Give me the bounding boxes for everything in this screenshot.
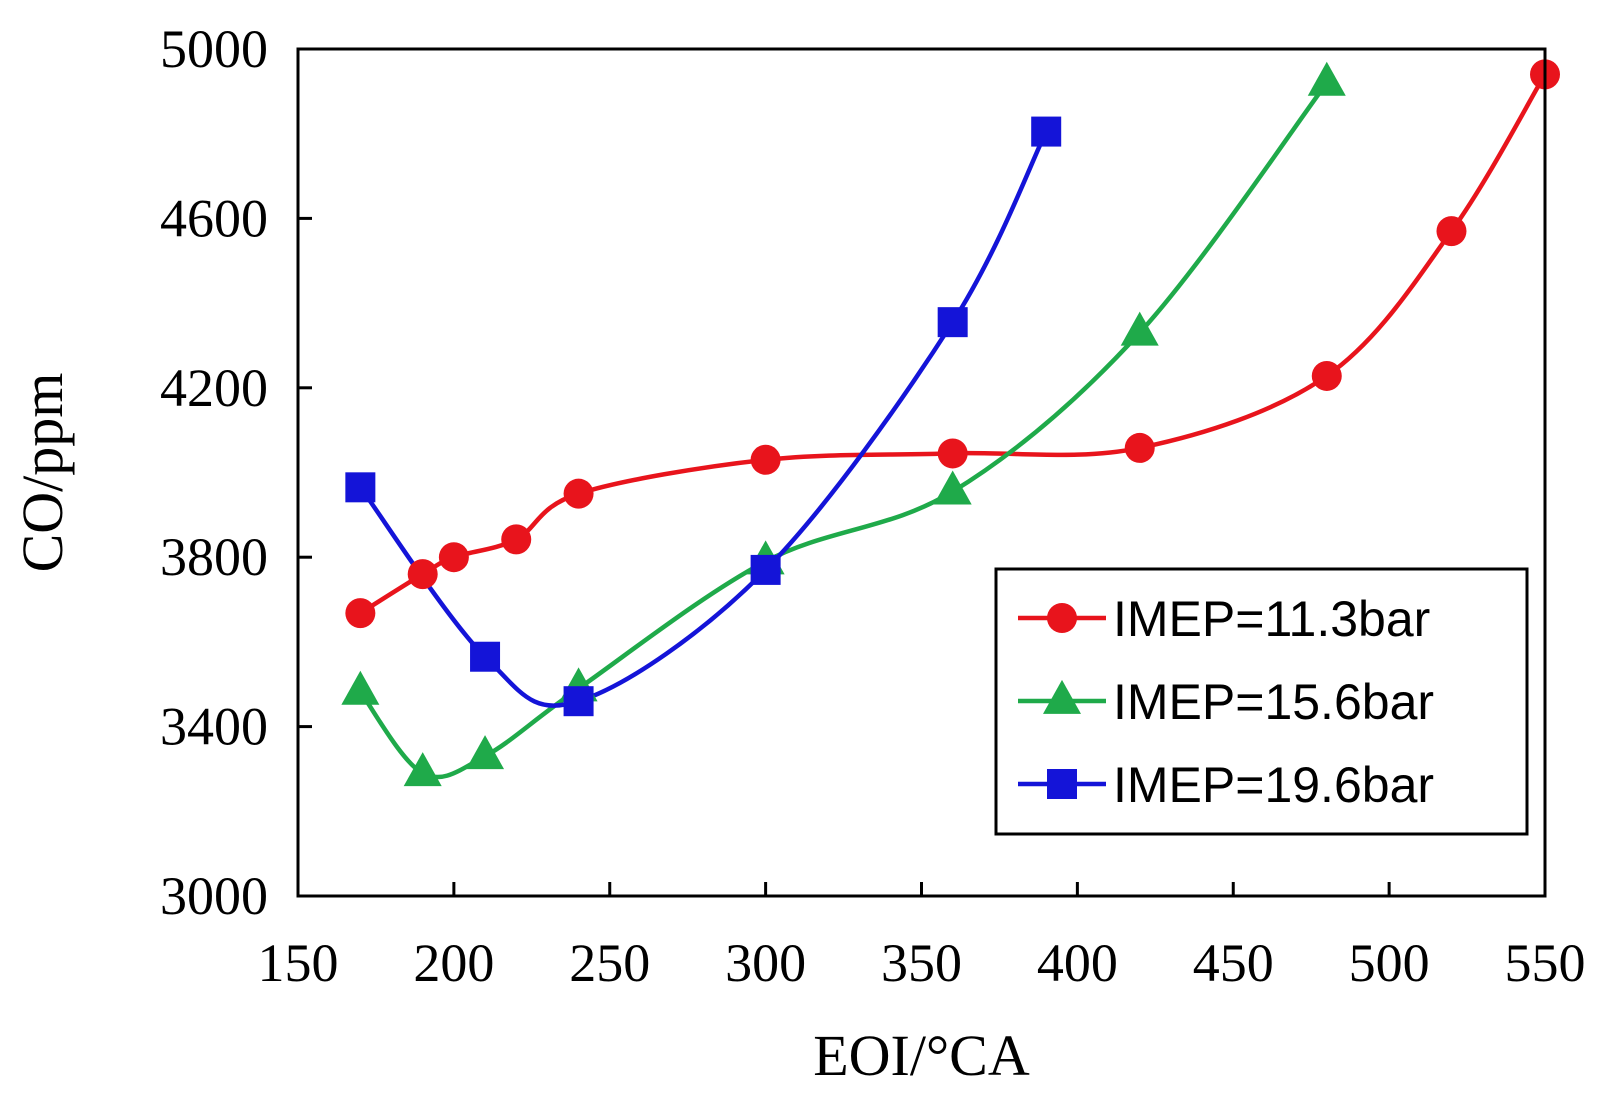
y-tick-label: 3000 — [160, 866, 268, 926]
x-tick-label: 250 — [569, 933, 650, 993]
series-markers — [341, 59, 1560, 787]
series-3-point — [937, 307, 968, 338]
y-axis: 3000 3400 3800 4200 4600 5000 — [160, 19, 312, 926]
series-1-point — [407, 559, 438, 590]
series-2-point — [403, 752, 442, 787]
series-2-point — [341, 670, 380, 705]
series-2-point — [466, 735, 505, 770]
y-tick-label: 5000 — [160, 19, 268, 79]
series-1-point — [1124, 432, 1155, 463]
x-tick-label: 550 — [1505, 933, 1586, 993]
series-1-point — [937, 438, 968, 469]
x-tick-label: 300 — [725, 933, 806, 993]
legend-marker-1 — [1047, 603, 1077, 633]
series-1-point — [438, 542, 469, 573]
y-tick-label: 3400 — [160, 697, 268, 757]
series-3-point — [563, 686, 594, 717]
series-2-point — [1307, 61, 1346, 96]
x-tick-label: 400 — [1037, 933, 1118, 993]
series-1-point — [563, 478, 594, 509]
series-1-point — [1436, 216, 1467, 247]
x-tick-label: 350 — [881, 933, 962, 993]
series-3-point — [1031, 116, 1062, 147]
x-axis-title: EOI/°CA — [813, 1023, 1030, 1088]
x-tick-label: 150 — [258, 933, 339, 993]
series-3-point — [750, 554, 781, 585]
y-tick-label: 4600 — [160, 188, 268, 248]
y-tick-label: 3800 — [160, 527, 268, 587]
series-3-point — [470, 641, 501, 672]
x-tick-label: 450 — [1193, 933, 1274, 993]
y-tick-label: 4200 — [160, 358, 268, 418]
legend-label-2: IMEP=15.6bar — [1113, 674, 1434, 730]
legend-marker-2 — [1043, 679, 1081, 714]
series-1-point — [1311, 360, 1342, 391]
series-1-point — [345, 598, 376, 629]
series-2-point — [1120, 311, 1159, 346]
series-2-point — [933, 470, 972, 505]
series-line-3 — [358, 130, 1049, 708]
legend-label-1: IMEP=11.3bar — [1113, 591, 1430, 647]
legend-label-3: IMEP=19.6bar — [1113, 757, 1434, 813]
x-tick-label: 500 — [1349, 933, 1430, 993]
series-1-point — [750, 444, 781, 475]
legend: IMEP=11.3bar IMEP=15.6bar IMEP=19.6bar — [994, 567, 1529, 836]
legend-marker-3 — [1047, 769, 1077, 799]
series-3-point — [345, 472, 376, 503]
series-1-point — [501, 524, 532, 555]
y-axis-title: CO/ppm — [10, 373, 75, 573]
x-tick-label: 200 — [413, 933, 494, 993]
series-line-1 — [359, 73, 1547, 616]
x-axis: 150 200 250 300 350 400 450 500 550 — [258, 882, 1586, 993]
